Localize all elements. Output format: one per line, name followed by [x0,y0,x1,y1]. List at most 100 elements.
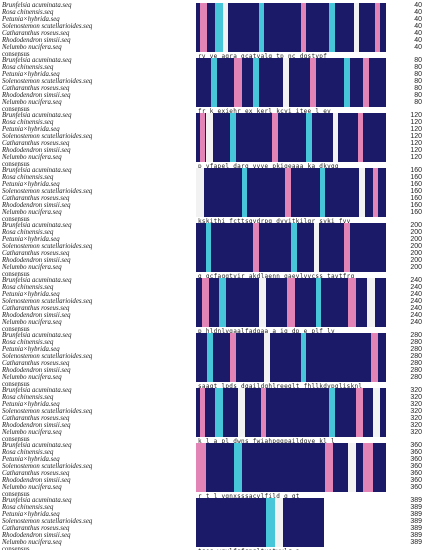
species-label: Petunia×hybrida.seq [2,126,60,133]
conservation-band [329,3,335,52]
consensus-label: consensus [2,546,30,550]
species-label: Brunfelsia acuminata.seq [2,497,72,504]
alignment-strip [196,443,386,492]
position-number: 40 [414,23,422,30]
alignment-block: Brunfelsia acuminata.seq Rosa chinensis.s… [0,442,427,500]
position-number: 40 [414,44,422,51]
position-number: 240 [410,298,422,305]
species-label: Rhododendron simsii.seq [2,92,71,99]
position-number: 280 [410,353,422,360]
position-number: 280 [410,367,422,374]
conservation-band [291,223,297,272]
position-number: 360 [410,463,422,470]
alignment-strip [196,113,386,162]
position-number: 280 [410,346,422,353]
conservation-band [363,443,373,492]
position-number: 80 [414,99,422,106]
conservation-band [205,223,212,272]
species-label: Petunia×hybrida.seq [2,511,60,518]
position-number: 389 [410,518,422,525]
position-number: 320 [410,429,422,436]
alignment-block: Brunfelsia acuminata.seq Rosa chinensis.s… [0,167,427,225]
alignment-strip [196,278,386,327]
conservation-band [234,58,242,107]
species-label: Rhododendron simsii.seq [2,367,71,374]
conservation-band [357,113,364,162]
alignment-strip [196,168,386,217]
alignment-block: Brunfelsia acuminata.seq Rosa chinensis.s… [0,332,427,390]
species-label: Solenostemon scutellarioides.seq [2,298,93,305]
species-label: Solenostemon scutellarioides.seq [2,188,93,195]
conservation-band [241,168,248,217]
species-label: Nelumbo nucifera.seq [2,484,62,491]
position-number: 240 [410,277,422,284]
species-label: Rhododendron simsii.seq [2,37,71,44]
species-label: Brunfelsia acuminata.seq [2,332,72,339]
conservation-band [258,3,265,52]
species-label: Rosa chinensis.seq [2,284,54,291]
position-number: 160 [410,188,422,195]
species-label: Solenostemon scutellarioides.seq [2,353,93,360]
position-number: 389 [410,511,422,518]
species-label: Nelumbo nucifera.seq [2,154,62,161]
species-label: Brunfelsia acuminata.seq [2,57,72,64]
consensus-label: consensus [2,51,30,58]
conservation-band [201,278,210,327]
position-number: 280 [410,339,422,346]
conservation-band [211,58,217,107]
species-label: Catharanthus roseus.seq [2,140,70,147]
species-label: Brunfelsia acuminata.seq [2,222,72,229]
species-label: Rhododendron simsii.seq [2,422,71,429]
position-number: 360 [410,456,422,463]
species-label: Solenostemon scutellarioides.seq [2,133,93,140]
species-label: Petunia×hybrida.seq [2,291,60,298]
alignment-strip [196,388,386,437]
species-label: Nelumbo nucifera.seq [2,429,62,436]
position-number: 120 [410,119,422,126]
position-number: 40 [414,30,422,37]
alignment-block: Brunfelsia acuminata.seq Rosa chinensis.s… [0,222,427,280]
consensus-label: consensus [2,436,30,443]
species-label: Catharanthus roseus.seq [2,85,70,92]
species-label: Rhododendron simsii.seq [2,312,71,319]
conservation-band [275,498,284,547]
conservation-band [215,388,223,437]
conservation-band [359,168,366,217]
conservation-band [264,333,271,382]
species-label: Rosa chinensis.seq [2,229,54,236]
species-label: Rhododendron simsii.seq [2,202,71,209]
conservation-band [374,3,381,52]
species-label: Rosa chinensis.seq [2,64,54,71]
conservation-band [215,3,223,52]
conservation-band [285,168,291,217]
conservation-band [218,278,227,327]
position-number: 80 [414,92,422,99]
conservation-band [260,388,267,437]
position-number: 40 [414,2,422,9]
species-label: Solenostemon scutellarioides.seq [2,518,93,525]
alignment-block: Brunfelsia acuminata.seq Rosa chinensis.s… [0,387,427,445]
position-number: 200 [410,257,422,264]
conservation-band [325,443,333,492]
species-label: Catharanthus roseus.seq [2,415,70,422]
position-number: 320 [410,394,422,401]
position-number: 240 [410,291,422,298]
position-number: 240 [410,312,422,319]
position-number: 120 [410,140,422,147]
consensus-label: consensus [2,216,30,223]
position-number: 240 [410,284,422,291]
position-number: 120 [410,147,422,154]
position-number: 40 [414,9,422,16]
species-label: Petunia×hybrida.seq [2,456,60,463]
species-label: Nelumbo nucifera.seq [2,539,62,546]
position-number: 160 [410,174,422,181]
species-label: Rhododendron simsii.seq [2,532,71,539]
position-number: 80 [414,78,422,85]
position-number: 200 [410,264,422,271]
conservation-band [353,3,360,52]
position-number: 200 [410,243,422,250]
consensus-sequence: g qcfaqgtvir akdlaenn gaevlvvcss tavtfrg [198,273,355,280]
species-label: Brunfelsia acuminata.seq [2,167,72,174]
position-number: 200 [410,250,422,257]
